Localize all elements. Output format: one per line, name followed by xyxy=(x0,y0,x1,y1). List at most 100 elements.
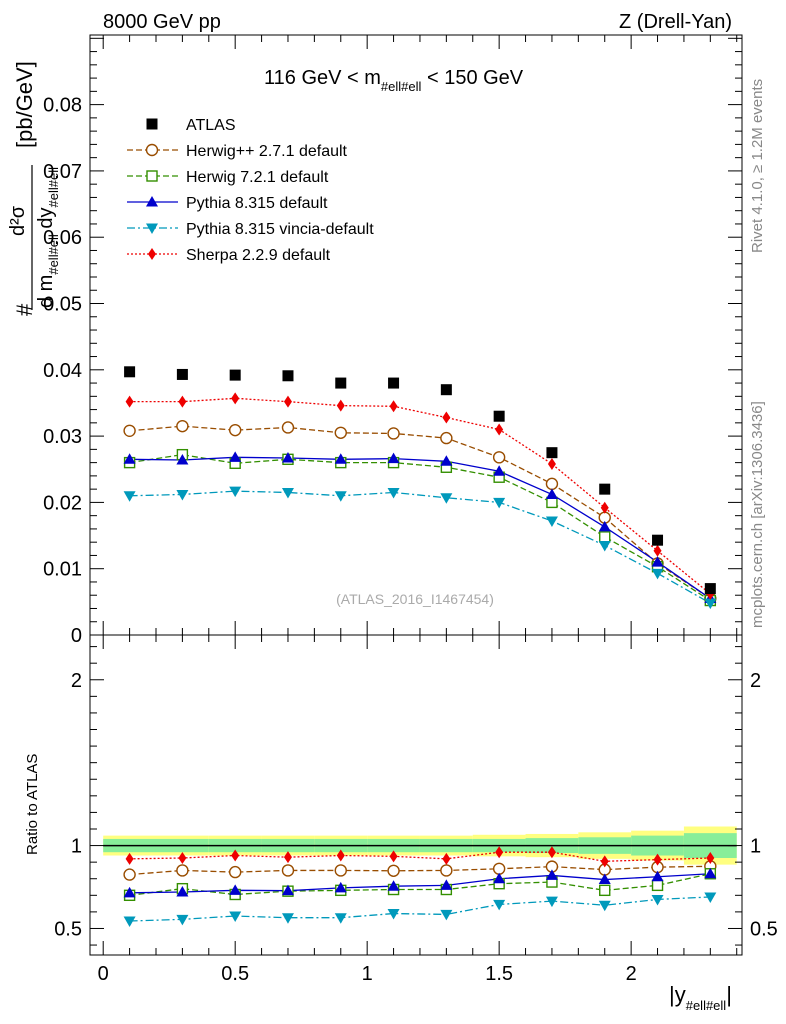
point-pythia-8-315-vincia-default xyxy=(387,487,400,499)
ylabel-den-sub1: #ell#ell xyxy=(46,234,61,275)
y-tick-label: 0 xyxy=(71,625,82,647)
ratio-point-pythia-8-315-vincia-default xyxy=(493,899,506,911)
ylabel-den-d2: dy xyxy=(35,207,57,234)
data-point-atlas xyxy=(229,369,241,381)
legend-marker-herwig-2-7-1-default xyxy=(145,143,159,157)
xlabel-end: | xyxy=(726,982,732,1007)
ratio-point-pythia-8-315-vincia-default xyxy=(229,911,242,923)
data-point-atlas xyxy=(335,377,347,389)
ratio-point-pythia-8-315-vincia-default xyxy=(123,916,136,928)
ratio-panel-frame xyxy=(89,634,743,956)
y-tick-label: 0.02 xyxy=(43,492,82,514)
ratio-point-pythia-8-315-vincia-default xyxy=(334,913,347,924)
y-tick-label: 0.03 xyxy=(43,426,82,448)
point-herwig-2-7-1-default xyxy=(387,427,400,440)
series-line-pythia-8-315-vincia-default xyxy=(129,490,711,604)
ratio-point-sherpa-2-2-9-default xyxy=(495,846,504,859)
x-tick-label: 0.5 xyxy=(221,963,249,985)
ratio-point-pythia-8-315-vincia-default xyxy=(704,892,717,903)
chart-title-pre: 116 GeV < m xyxy=(264,67,381,89)
y-tick-label: 0.05 xyxy=(43,294,82,316)
point-pythia-8-315-default xyxy=(176,453,189,465)
ratio-line-pythia-8-315-default xyxy=(129,873,711,894)
legend-label-pythia-8-315-vincia-default: Pythia 8.315 vincia-default xyxy=(186,221,374,238)
ylabel-den-d1: d m xyxy=(35,275,57,308)
point-sherpa-2-2-9-default xyxy=(600,501,609,514)
ratio-point-sherpa-2-2-9-default xyxy=(283,851,292,864)
y-tick-label: 0.01 xyxy=(43,559,82,581)
point-pythia-8-315-vincia-default xyxy=(334,491,347,502)
point-herwig-2-7-1-default xyxy=(281,421,295,434)
point-pythia-8-315-vincia-default xyxy=(493,497,506,509)
y-tick-label: 0.07 xyxy=(43,161,82,183)
chart-title-sub: #ell#ell xyxy=(381,79,422,94)
point-sherpa-2-2-9-default xyxy=(178,395,187,408)
data-point-atlas xyxy=(282,370,294,382)
point-herwig-2-7-1-default xyxy=(176,419,189,433)
point-pythia-8-315-vincia-default xyxy=(176,489,189,501)
point-pythia-8-315-default xyxy=(281,451,294,463)
ylabel-hash: # xyxy=(12,303,37,316)
ratio-point-pythia-8-315-default xyxy=(704,867,717,879)
ratio-point-pythia-8-315-default xyxy=(229,884,242,895)
y-tick-label: 0.04 xyxy=(43,360,82,382)
point-pythia-8-315-default xyxy=(440,455,453,466)
point-pythia-8-315-vincia-default xyxy=(123,491,136,502)
ratio-point-sherpa-2-2-9-default xyxy=(231,849,240,862)
ratio-line-herwig-2-7-1-default xyxy=(129,865,711,876)
chart-title-post: < 150 GeV xyxy=(421,67,523,89)
ratio-point-pythia-8-315-vincia-default xyxy=(651,894,664,906)
ratio-point-herwig-2-7-1-default xyxy=(387,864,400,877)
ratio-tick-label-left: 1 xyxy=(71,836,82,858)
ratio-point-sherpa-2-2-9-default xyxy=(706,852,715,865)
legend-label-pythia-8-315-default: Pythia 8.315 default xyxy=(186,195,328,212)
series-line-pythia-8-315-default xyxy=(129,456,711,600)
ratio-point-pythia-8-315-default xyxy=(440,879,453,890)
data-point-atlas xyxy=(388,377,400,389)
ratio-point-sherpa-2-2-9-default xyxy=(653,853,662,866)
ratio-point-pythia-8-315-default xyxy=(334,881,347,893)
data-point-atlas xyxy=(176,368,188,380)
ratio-point-pythia-8-315-default xyxy=(545,869,558,880)
ratio-line-herwig-7-2-1-default xyxy=(129,873,711,896)
data-point-atlas xyxy=(440,384,452,396)
ylabel-denominator: d m#ell#ell dy#ell#ell xyxy=(35,167,61,308)
point-pythia-8-315-vincia-default xyxy=(598,540,611,552)
ratio-point-herwig-2-7-1-default xyxy=(176,864,189,877)
x-tick-label: 0 xyxy=(98,963,109,985)
ratio-point-sherpa-2-2-9-default xyxy=(442,852,451,865)
ratio-point-herwig-2-7-1-default xyxy=(492,862,506,875)
point-sherpa-2-2-9-default xyxy=(547,457,556,470)
series-line-herwig-2-7-1-default xyxy=(129,425,711,600)
ylabel-unit: [pb/GeV] xyxy=(12,61,37,148)
point-sherpa-2-2-9-default xyxy=(495,423,504,436)
point-herwig-7-2-1-default xyxy=(599,531,611,543)
x-tick-label: 1.5 xyxy=(485,963,513,985)
ratio-point-sherpa-2-2-9-default xyxy=(125,852,134,865)
ratio-tick-label-left: 2 xyxy=(71,670,82,692)
data-point-atlas xyxy=(704,583,716,595)
xlabel-sub: #ell#ell xyxy=(686,998,727,1013)
ratio-point-pythia-8-315-default xyxy=(651,870,664,882)
legend-label-atlas: ATLAS xyxy=(186,117,236,134)
point-sherpa-2-2-9-default xyxy=(231,392,240,405)
data-point-atlas xyxy=(546,447,558,459)
point-pythia-8-315-default xyxy=(598,520,611,532)
point-sherpa-2-2-9-default xyxy=(442,411,451,424)
axis-ticks xyxy=(90,35,742,955)
chart-title: 116 GeV < m#ell#ell < 150 GeV xyxy=(264,67,524,94)
point-herwig-2-7-1-default xyxy=(440,431,453,445)
ratio-tick-label-right: 0.5 xyxy=(750,918,778,940)
legend-label-sherpa-2-2-9-default: Sherpa 2.2.9 default xyxy=(186,247,331,264)
axis-tick-labels: 0 0.5 1 1.5 2 0 0.01 0.02 0.03 0.04 0.05 0.06 0.07 0.… xyxy=(43,95,778,985)
point-pythia-8-315-default xyxy=(387,452,400,464)
data-point-atlas xyxy=(493,410,505,422)
ratio-tick-label-left: 0.5 xyxy=(54,918,82,940)
point-pythia-8-315-default xyxy=(229,451,242,462)
ratio-point-sherpa-2-2-9-default xyxy=(600,855,609,868)
legend-marker-pythia-8-315-default xyxy=(146,196,158,207)
mcplots-label: mcplots.cern.ch [arXiv:1306.3436] xyxy=(749,401,766,628)
legend-label-herwig-7-2-1-default: Herwig 7.2.1 default xyxy=(186,169,329,186)
point-herwig-2-7-1-default xyxy=(492,451,506,464)
